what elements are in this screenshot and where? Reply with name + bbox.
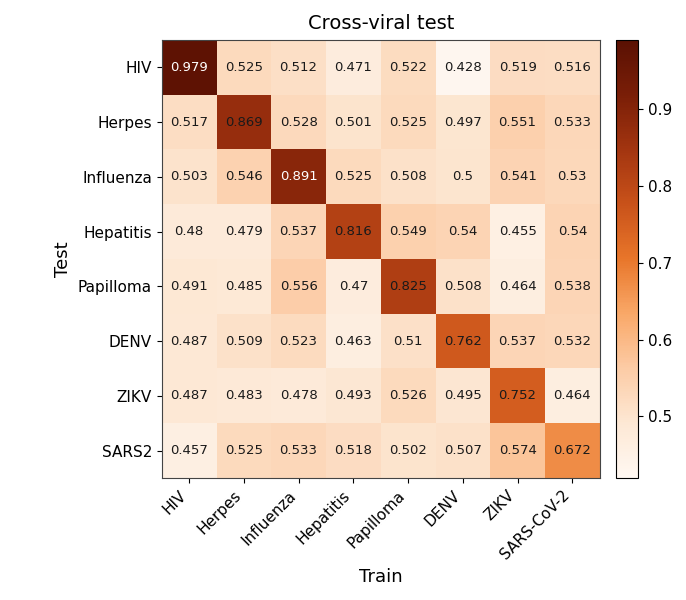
Text: 0.525: 0.525	[334, 170, 372, 184]
Text: 0.5: 0.5	[452, 170, 473, 184]
Text: 0.507: 0.507	[444, 444, 482, 457]
Text: 0.428: 0.428	[444, 61, 482, 74]
Text: 0.502: 0.502	[389, 444, 427, 457]
Text: 0.517: 0.517	[170, 116, 208, 128]
Text: 0.525: 0.525	[225, 61, 263, 74]
Text: 0.825: 0.825	[389, 280, 427, 293]
Text: 0.533: 0.533	[280, 444, 318, 457]
Title: Cross-viral test: Cross-viral test	[307, 14, 454, 33]
Text: 0.463: 0.463	[335, 335, 372, 347]
Text: 0.471: 0.471	[334, 61, 372, 74]
Text: 0.485: 0.485	[225, 280, 263, 293]
Text: 0.762: 0.762	[444, 335, 482, 347]
Text: 0.891: 0.891	[280, 170, 318, 184]
Text: 0.483: 0.483	[225, 389, 263, 403]
Text: 0.526: 0.526	[389, 389, 427, 403]
Text: 0.516: 0.516	[554, 61, 591, 74]
Text: 0.491: 0.491	[170, 280, 208, 293]
Text: 0.508: 0.508	[444, 280, 482, 293]
X-axis label: Train: Train	[359, 568, 403, 586]
Text: 0.533: 0.533	[554, 116, 591, 128]
Text: 0.549: 0.549	[389, 225, 427, 238]
Text: 0.672: 0.672	[554, 444, 591, 457]
Text: 0.508: 0.508	[389, 170, 427, 184]
Text: 0.525: 0.525	[389, 116, 427, 128]
Text: 0.501: 0.501	[334, 116, 372, 128]
Text: 0.523: 0.523	[280, 335, 318, 347]
Text: 0.816: 0.816	[335, 225, 372, 238]
Text: 0.47: 0.47	[339, 280, 368, 293]
Text: 0.541: 0.541	[499, 170, 536, 184]
Text: 0.464: 0.464	[554, 389, 591, 403]
Text: 0.556: 0.556	[280, 280, 318, 293]
Text: 0.487: 0.487	[170, 389, 208, 403]
Text: 0.54: 0.54	[448, 225, 477, 238]
Text: 0.525: 0.525	[225, 444, 263, 457]
Text: 0.457: 0.457	[170, 444, 208, 457]
Text: 0.509: 0.509	[225, 335, 263, 347]
Text: 0.503: 0.503	[170, 170, 208, 184]
Text: 0.574: 0.574	[499, 444, 536, 457]
Text: 0.497: 0.497	[444, 116, 482, 128]
Text: 0.532: 0.532	[554, 335, 591, 347]
Text: 0.53: 0.53	[558, 170, 587, 184]
Text: 0.48: 0.48	[174, 225, 204, 238]
Text: 0.538: 0.538	[554, 280, 591, 293]
Text: 0.522: 0.522	[389, 61, 427, 74]
Text: 0.519: 0.519	[499, 61, 536, 74]
Text: 0.752: 0.752	[499, 389, 536, 403]
Text: 0.495: 0.495	[444, 389, 482, 403]
Text: 0.455: 0.455	[499, 225, 536, 238]
Text: 0.478: 0.478	[280, 389, 318, 403]
Text: 0.869: 0.869	[225, 116, 263, 128]
Text: 0.518: 0.518	[334, 444, 372, 457]
Text: 0.537: 0.537	[499, 335, 536, 347]
Y-axis label: Test: Test	[54, 241, 72, 277]
Text: 0.979: 0.979	[170, 61, 208, 74]
Text: 0.528: 0.528	[280, 116, 318, 128]
Text: 0.493: 0.493	[335, 389, 372, 403]
Text: 0.464: 0.464	[499, 280, 536, 293]
Text: 0.487: 0.487	[170, 335, 208, 347]
Text: 0.551: 0.551	[499, 116, 536, 128]
Text: 0.512: 0.512	[280, 61, 318, 74]
Text: 0.479: 0.479	[225, 225, 263, 238]
Text: 0.51: 0.51	[393, 335, 423, 347]
Text: 0.537: 0.537	[280, 225, 318, 238]
Text: 0.546: 0.546	[225, 170, 263, 184]
Text: 0.54: 0.54	[558, 225, 587, 238]
